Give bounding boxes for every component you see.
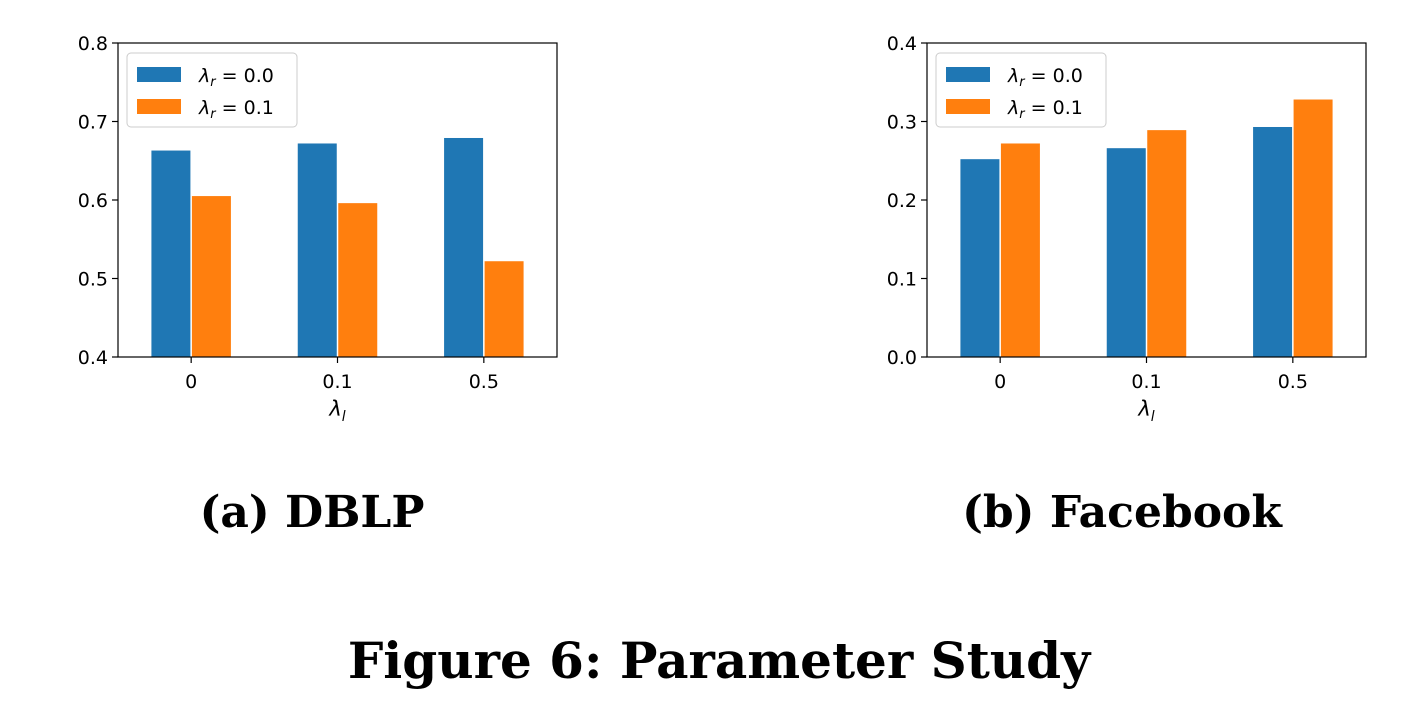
bar-0.5-series-1 [1293,99,1333,358]
y-tick-label: 0.6 [78,190,108,212]
legend-swatch-0 [137,67,181,82]
bar-0.5-series-0 [1253,126,1293,358]
x-tick-label: 0.5 [469,371,499,393]
legend-label-0: λr = 0.0 [198,65,274,90]
x-tick-label: 0 [185,371,197,393]
legend-swatch-1 [137,99,181,114]
y-tick-label: 0.2 [887,190,917,212]
chart-dblp: 0 0.1 0.5 0.4 0.5 0.6 0.7 0.8 λl λr = 0.0 λr = 0.1… [78,33,558,538]
x-axis-label: λl [1137,397,1154,425]
y-tick-label: 0.0 [887,347,917,369]
bar-0.5-series-1 [484,261,524,357]
bar-0-series-0 [151,150,191,357]
y-tick-label: 0.4 [887,33,917,55]
y-tick-label: 0.1 [887,269,917,291]
bar-0.1-series-0 [297,143,337,357]
figure-caption: Figure 6: Parameter Study [348,631,1092,690]
x-tick-label: 0.1 [1131,371,1161,393]
bar-0.1-series-0 [1106,148,1146,357]
y-tick-label: 0.7 [78,112,108,134]
legend-swatch-0 [946,67,990,82]
y-tick-label: 0.4 [78,347,108,369]
plot-frame [926,42,1367,358]
y-tick-label: 0.5 [78,269,108,291]
x-axis-label: λl [328,397,345,425]
x-tick-label: 0.5 [1278,371,1308,393]
bar-0.1-series-1 [1147,130,1187,357]
x-tick-label: 0.1 [322,371,352,393]
bar-0.5-series-0 [444,137,484,357]
legend-swatch-1 [946,99,990,114]
subcaption: (a) DBLP [200,487,425,538]
y-tick-label: 0.3 [887,112,917,134]
subcaption: (b) Facebook [962,487,1283,538]
bar-0-series-1 [1000,143,1040,357]
bar-0-series-1 [191,196,231,357]
chart-facebook: 0 0.1 0.5 0.0 0.1 0.2 0.3 0.4 λl λr = 0.0 λr = 0.1… [887,33,1367,538]
bar-0.1-series-1 [338,203,378,357]
x-tick-label: 0 [994,371,1006,393]
y-tick-label: 0.8 [78,33,108,55]
bar-0-series-0 [960,159,1000,357]
legend-label-1: λr = 0.1 [1007,97,1083,122]
legend-label-0: λr = 0.0 [1007,65,1083,90]
plot-frame [117,42,558,358]
legend-label-1: λr = 0.1 [198,97,274,122]
